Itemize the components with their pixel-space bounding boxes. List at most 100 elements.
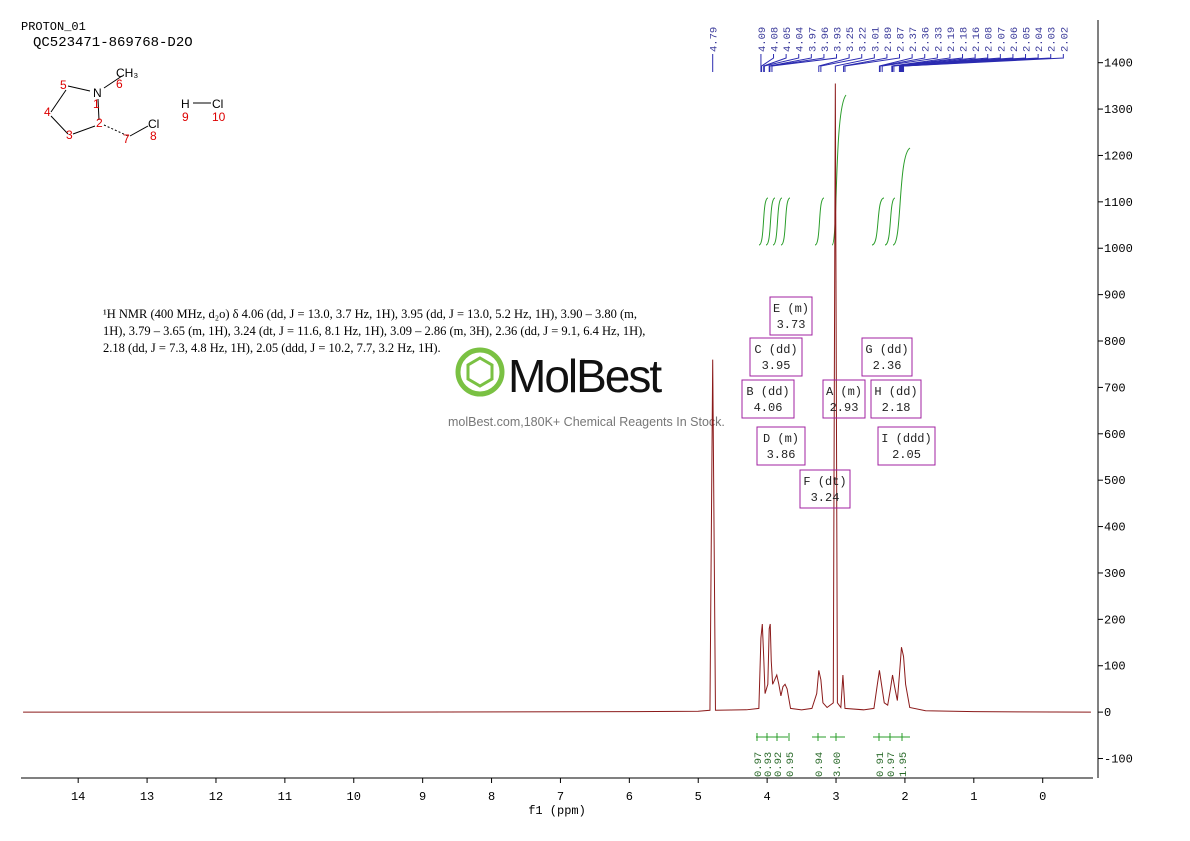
multiplet-box [756,426,806,466]
multiplet-box [870,379,922,419]
peak-marker [763,54,787,72]
x-tick-label: 2 [901,790,908,804]
x-tick-label: 5 [695,790,702,804]
multiplet-name: F (dt) [803,475,846,489]
integral-label: 1.95 [898,752,910,777]
x-tick-label: 11 [278,790,292,804]
peak-label: 2.07 [996,27,1008,52]
peak-label: 4.79 [709,27,721,52]
atom-number: 6 [116,77,123,91]
peak-label: 2.33 [933,27,945,52]
integral-label: 0.93 [763,752,775,777]
multiplet-shift: 4.06 [754,401,783,415]
x-tick-label: 7 [557,790,564,804]
x-tick-label: 12 [209,790,223,804]
peak-marker [818,54,850,72]
peak-label: 2.08 [984,27,996,52]
multiplet-name: E (m) [773,302,809,316]
multiplet-box [799,469,851,509]
peak-label: 3.22 [858,27,870,52]
peak-label: 2.03 [1047,27,1059,52]
peak-label: 2.16 [971,27,983,52]
y-tick-label: 0 [1104,706,1111,720]
atom-label: N [93,86,102,100]
atom-label: H [181,97,190,111]
peak-label: 2.05 [1022,27,1034,52]
atom-number: 9 [182,110,189,124]
integral-label: 0.91 [875,752,887,777]
integral-label: 0.92 [773,752,785,777]
peak-marker [771,54,838,72]
watermark-logo [455,347,505,397]
y-tick-label: 900 [1104,289,1126,303]
peak-label: 3.96 [820,27,832,52]
peak-label: 4.04 [795,27,807,52]
multiplet-box [749,337,803,377]
watermark-tagline: molBest.com,180K+ Chemical Reagents In S… [448,415,725,429]
peak-marker [768,54,812,72]
integral-label: 3.00 [832,752,844,777]
y-tick-label: 800 [1104,335,1126,349]
experiment-name: PROTON_01 [21,20,86,34]
peak-marker [820,54,863,72]
peak-marker [769,54,825,72]
y-tick-label: 400 [1104,521,1126,535]
x-tick-label: 4 [764,790,771,804]
atom-number: 4 [44,105,51,119]
peak-label: 2.36 [921,27,933,52]
peak-label: 3.93 [833,27,845,52]
multiplet-shift: 2.93 [830,401,859,415]
x-tick-label: 14 [71,790,85,804]
atom-number: 1 [93,97,100,111]
y-tick-label: 100 [1104,660,1126,674]
integral-label: 0.97 [753,752,765,777]
x-tick-label: 6 [626,790,633,804]
peak-marker [844,54,901,72]
atom-number: 5 [60,78,67,92]
multiplet-box [822,379,866,419]
y-tick-label: 700 [1104,381,1126,395]
peak-label: 3.01 [870,27,882,52]
peak-marker [898,54,989,72]
multiplet-name: C (dd) [754,343,797,357]
peak-marker [892,54,964,72]
multiplet-shift: 2.05 [892,448,921,462]
y-tick-label: 500 [1104,474,1126,488]
peak-label: 2.89 [883,27,895,52]
peak-marker [878,54,913,72]
multiplet-name: H (dd) [874,385,917,399]
multiplet-name: D (m) [763,432,799,446]
atom-number: 3 [66,128,73,142]
nmr-description: ¹H NMR (400 MHz, d₂o) δ 4.06 (dd, J = 13… [103,307,646,355]
multiplet-shift: 2.36 [873,359,902,373]
y-tick-label: 1300 [1104,103,1133,117]
peak-marker [893,54,976,72]
watermark-brand: MolBest [508,350,662,402]
multiplet-name: A (m) [826,385,862,399]
peak-marker [761,54,775,72]
y-tick-label: -100 [1104,753,1133,767]
multiplet-box [741,379,795,419]
peak-marker [843,54,888,72]
sample-name: QC523471-869768-D2O [33,35,193,51]
x-tick-label: 9 [419,790,426,804]
spectrum-line [23,83,1091,713]
peak-label: 3.97 [807,27,819,52]
peak-label: 2.19 [946,27,958,52]
peak-marker [763,54,800,72]
x-tick-label: 0 [1039,790,1046,804]
y-tick-label: 200 [1104,613,1126,627]
y-tick-label: 1400 [1104,57,1133,71]
y-tick-label: 300 [1104,567,1126,581]
x-tick-label: 8 [488,790,495,804]
multiplet-name: G (dd) [865,343,908,357]
multiplet-box [861,337,913,377]
peak-marker [891,54,951,72]
peak-marker [879,54,926,72]
atom-label: Cl [212,97,223,111]
peak-label: 4.08 [770,27,782,52]
peak-label: 2.04 [1034,27,1046,52]
atom-number: 8 [150,129,157,143]
